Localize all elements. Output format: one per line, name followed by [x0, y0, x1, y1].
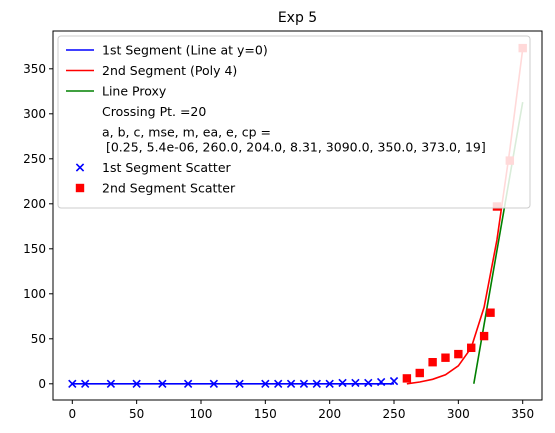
scatter-point-square-6-5 — [467, 343, 476, 352]
plot-area — [68, 43, 527, 388]
legend: 1st Segment (Line at y=0) 2nd Segment (Po… — [57, 35, 531, 209]
legend-label-1: 2nd Segment (Poly 4) — [102, 63, 237, 78]
scatter-point-x-5-12 — [312, 379, 321, 388]
scatter-point-square-6-3 — [441, 353, 450, 362]
y-tick-label-250: 250 — [23, 152, 46, 166]
scatter-point-x-5-7 — [235, 379, 244, 388]
scatter-point-x-5-17 — [376, 377, 386, 387]
x-tick-label-200: 200 — [318, 407, 341, 421]
scatter-point-x-5-8 — [261, 379, 270, 388]
scatter-point-square-6-2 — [428, 358, 437, 367]
y-tick-label-50: 50 — [31, 332, 46, 346]
legend-label-line-4-1: [0.25, 5.4e-06, 260.0, 204.0, 8.31, 3090… — [102, 140, 486, 155]
scatter-point-x-5-3 — [132, 379, 141, 388]
scatter-point-x-5-5 — [183, 379, 193, 388]
x-tick-label-50: 50 — [129, 407, 144, 421]
legend-label-line-3-0: Crossing Pt. =20 — [102, 104, 206, 119]
legend-label-4: a, b, c, mse, m, ea, e, cp = [0.25, 5.4e… — [102, 125, 486, 155]
x-tick-label-100: 100 — [190, 407, 213, 421]
scatter-point-square-6-7 — [486, 308, 495, 317]
scatter-point-square-6-4 — [454, 349, 463, 359]
y-tick-label-200: 200 — [23, 197, 46, 211]
legend-label-line-6-0: 2nd Segment Scatter — [102, 181, 236, 196]
legend-label-line-5-0: 1st Segment Scatter — [102, 160, 232, 175]
scatter-point-x-5-14 — [338, 378, 347, 388]
legend-label-line-1-0: 2nd Segment (Poly 4) — [102, 63, 237, 78]
axes: 0 50 100 150 200 250 300 350 0 50 100 150 200 250 300 3… — [23, 30, 543, 421]
scatter-point-x-5-11 — [299, 379, 309, 388]
y-tick-label-350: 350 — [23, 62, 46, 76]
scatter-point-x-5-10 — [286, 379, 296, 388]
y-tick-label-150: 150 — [23, 242, 46, 256]
legend-handle-6 — [75, 183, 85, 193]
chart-title: Exp 5 — [278, 10, 317, 26]
legend-label-line-2-0: Line Proxy — [102, 84, 167, 99]
scatter-point-x-5-9 — [274, 379, 283, 388]
x-tick-label-150: 150 — [254, 407, 277, 421]
scatter-point-square-6-0 — [402, 374, 412, 383]
y-tick-label-0: 0 — [38, 377, 46, 391]
scatter-point-square-6-1 — [415, 368, 424, 378]
x-tick-label-0: 0 — [68, 407, 76, 421]
legend-label-0: 1st Segment (Line at y=0) — [102, 43, 268, 58]
scatter-point-x-5-0 — [68, 379, 77, 388]
scatter-point-x-5-4 — [158, 379, 167, 388]
legend-label-5: 1st Segment Scatter — [102, 160, 232, 175]
scatter-point-x-5-1 — [81, 379, 90, 388]
scatter-point-x-5-2 — [106, 379, 116, 388]
y-tick-label-300: 300 — [23, 107, 46, 121]
legend-handle-5 — [75, 163, 85, 172]
scatter-point-x-5-6 — [209, 379, 219, 388]
scatter-point-x-5-16 — [364, 378, 373, 388]
x-tick-label-300: 300 — [447, 407, 470, 421]
x-tick-label-250: 250 — [383, 407, 406, 421]
legend-label-line-0-0: 1st Segment (Line at y=0) — [102, 43, 268, 58]
legend-label-2: Line Proxy — [102, 84, 167, 99]
axes-frame — [52, 30, 543, 401]
y-tick-label-100: 100 — [23, 287, 46, 301]
scatter-point-x-5-13 — [325, 379, 334, 388]
scatter-point-x-5-15 — [351, 378, 360, 388]
legend-label-3: Crossing Pt. =20 — [102, 104, 206, 119]
scatter-point-x-5-18 — [389, 376, 399, 386]
x-tick-label-350: 350 — [511, 407, 534, 421]
scatter-point-square-6-6 — [479, 331, 489, 341]
legend-box — [57, 35, 531, 209]
legend-label-6: 2nd Segment Scatter — [102, 181, 236, 196]
legend-label-line-4-0: a, b, c, mse, m, ea, e, cp = — [102, 125, 271, 140]
